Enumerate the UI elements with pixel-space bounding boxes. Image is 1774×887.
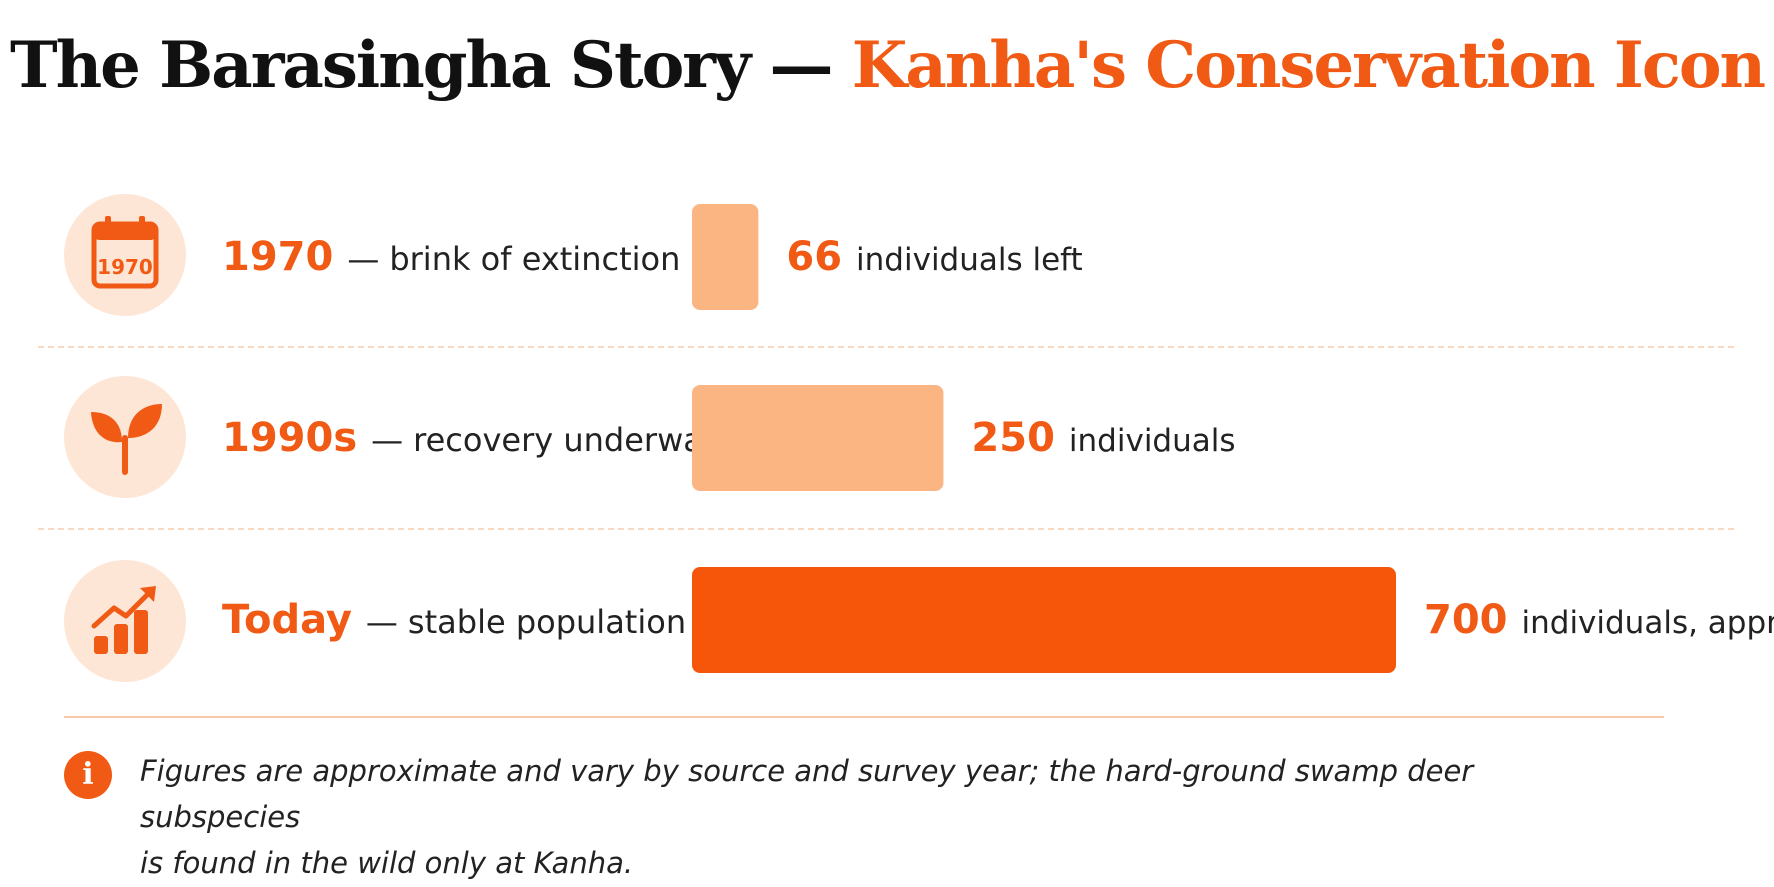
value-note: individuals left xyxy=(856,242,1083,278)
bar-today xyxy=(692,567,1396,673)
era-label: Today xyxy=(222,597,352,643)
row-divider xyxy=(38,528,1734,530)
footnote: Figures are approximate and vary by sour… xyxy=(140,748,1640,886)
title-main: The Barasingha Story xyxy=(9,28,751,103)
title-dash: — xyxy=(769,28,833,103)
bar-1990s xyxy=(692,385,944,491)
page-title: The Barasingha Story — Kanha's Conservat… xyxy=(0,28,1774,103)
row-label-1970: 1970— brink of extinction xyxy=(222,234,681,280)
value-number: 66 xyxy=(786,234,843,280)
era-description: recovery underway xyxy=(413,421,722,459)
era-description: brink of extinction xyxy=(389,240,681,278)
row-divider xyxy=(38,346,1734,348)
sprout-icon xyxy=(64,376,186,498)
value-label-1990s: 250 individuals xyxy=(971,415,1235,461)
footer-divider xyxy=(64,716,1664,718)
era-description: stable population xyxy=(407,603,687,641)
value-note: individuals xyxy=(1068,423,1236,459)
footnote-line-1: Figures are approximate and vary by sour… xyxy=(140,754,1474,834)
bar-1970 xyxy=(692,204,759,310)
value-label-today: 700 individuals, approx. xyxy=(1424,597,1774,643)
value-number: 700 xyxy=(1424,597,1508,643)
row-label-1990s: 1990s — recovery underway xyxy=(222,415,722,461)
footnote-line-2: is found in the wild only at Kanha. xyxy=(140,846,634,880)
era-label: 1970 xyxy=(222,234,334,280)
era-label: 1990s xyxy=(222,415,358,461)
value-number: 250 xyxy=(971,415,1055,461)
row-label-today: Today — stable population xyxy=(222,597,687,643)
info-icon: i xyxy=(64,751,112,799)
calendar-icon: 1970 xyxy=(64,194,186,316)
value-note: individuals, approx. xyxy=(1521,605,1774,641)
title-accent: Kanha's Conservation Icon xyxy=(851,28,1766,103)
calendar-icon-year: 1970 xyxy=(97,255,153,279)
value-label-1970: 66 individuals left xyxy=(786,234,1082,280)
growth-chart-icon xyxy=(64,560,186,682)
